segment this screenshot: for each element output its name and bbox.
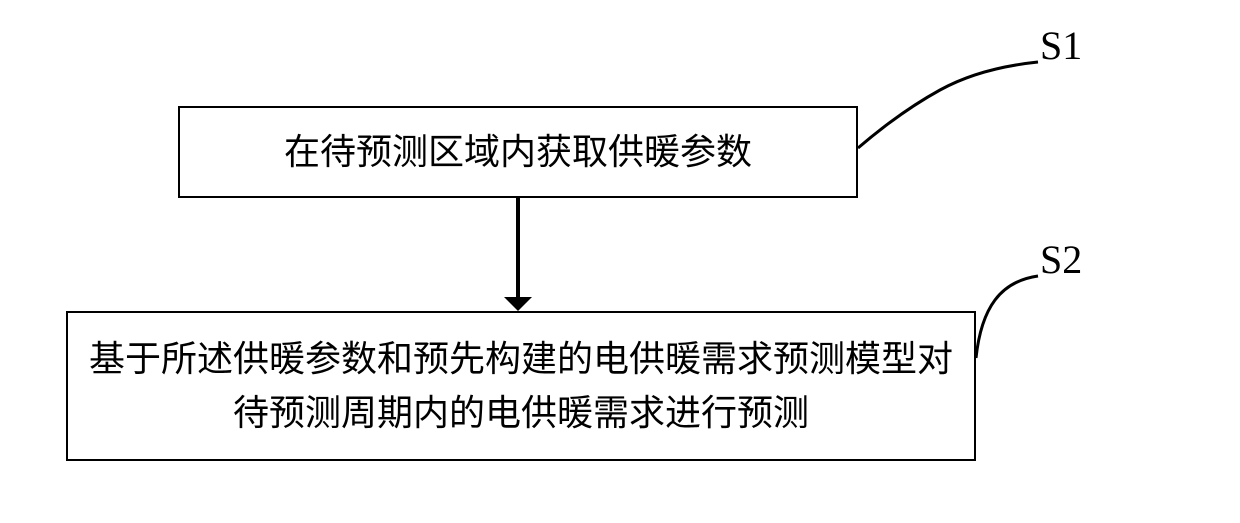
connector-s2: [0, 0, 1240, 523]
